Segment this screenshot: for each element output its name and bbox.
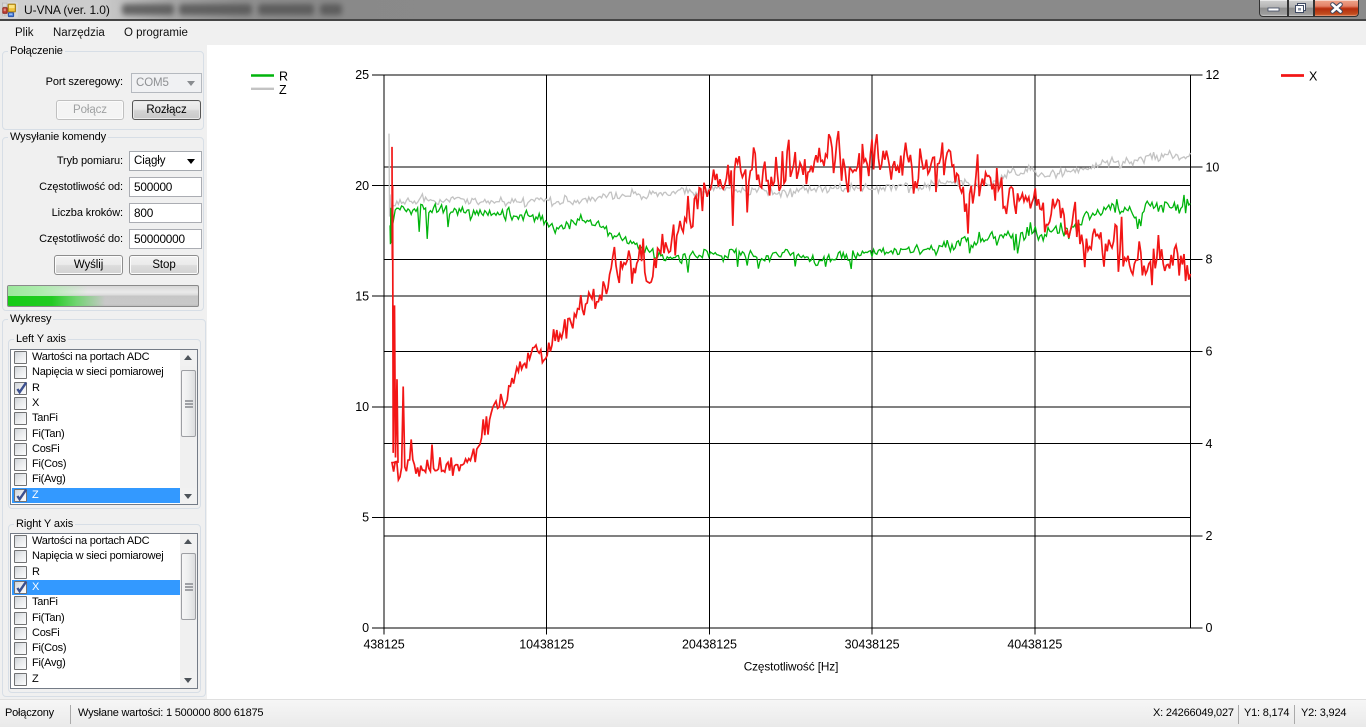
svg-text:0: 0 xyxy=(362,621,369,635)
svg-text:2: 2 xyxy=(1206,529,1213,543)
svg-text:25: 25 xyxy=(355,68,369,82)
svg-text:X: X xyxy=(1309,70,1318,84)
svg-text:438125: 438125 xyxy=(363,638,404,652)
svg-text:20438125: 20438125 xyxy=(682,638,737,652)
svg-text:10438125: 10438125 xyxy=(519,638,574,652)
svg-text:R: R xyxy=(279,70,288,84)
svg-text:12: 12 xyxy=(1206,68,1220,82)
svg-text:20: 20 xyxy=(355,179,369,193)
svg-text:10: 10 xyxy=(355,400,369,414)
svg-text:10: 10 xyxy=(1206,160,1220,174)
svg-text:30438125: 30438125 xyxy=(845,638,900,652)
svg-text:5: 5 xyxy=(362,511,369,525)
svg-text:40438125: 40438125 xyxy=(1007,638,1062,652)
svg-text:Częstotliwość [Hz]: Częstotliwość [Hz] xyxy=(744,660,839,674)
svg-text:6: 6 xyxy=(1206,345,1213,359)
svg-text:4: 4 xyxy=(1206,437,1213,451)
svg-text:0: 0 xyxy=(1206,621,1213,635)
svg-text:Z: Z xyxy=(279,83,287,97)
svg-text:8: 8 xyxy=(1206,253,1213,267)
svg-text:15: 15 xyxy=(355,289,369,303)
